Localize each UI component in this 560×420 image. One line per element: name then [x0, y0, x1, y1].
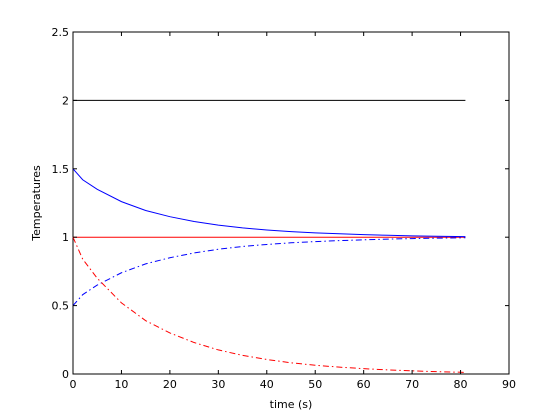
y-tick-label: 2 [62, 94, 69, 107]
y-tick-label: 1 [62, 231, 69, 244]
series-line-4 [72, 237, 466, 306]
series-line-3 [72, 168, 466, 238]
x-tick-label: 40 [260, 378, 274, 391]
x-tick-label: 50 [308, 378, 322, 391]
y-tick-label: 2.5 [52, 26, 70, 39]
x-axis-label: time (s) [270, 398, 313, 411]
tick-layer: 0 10 20 30 40 50 60 70 80 90 0 0.5 1 1.5 2 2.5 [52, 26, 517, 391]
x-tick-label: 80 [454, 378, 468, 391]
y-axis-label: Temperatures [30, 165, 43, 242]
x-tick-label: 60 [357, 378, 371, 391]
x-tick-label: 90 [502, 378, 516, 391]
x-tick-label: 30 [211, 378, 225, 391]
plot-area [72, 31, 510, 375]
x-tick-label: 20 [163, 378, 177, 391]
x-tick-label: 70 [405, 378, 419, 391]
series-line-5 [72, 236, 466, 373]
y-tick-label: 1.5 [52, 163, 70, 176]
series-layer [72, 99, 466, 373]
x-tick-label: 0 [70, 378, 77, 391]
x-tick-label: 10 [114, 378, 128, 391]
y-tick-label: 0.5 [52, 300, 70, 313]
y-tick-label: 0 [62, 368, 69, 381]
